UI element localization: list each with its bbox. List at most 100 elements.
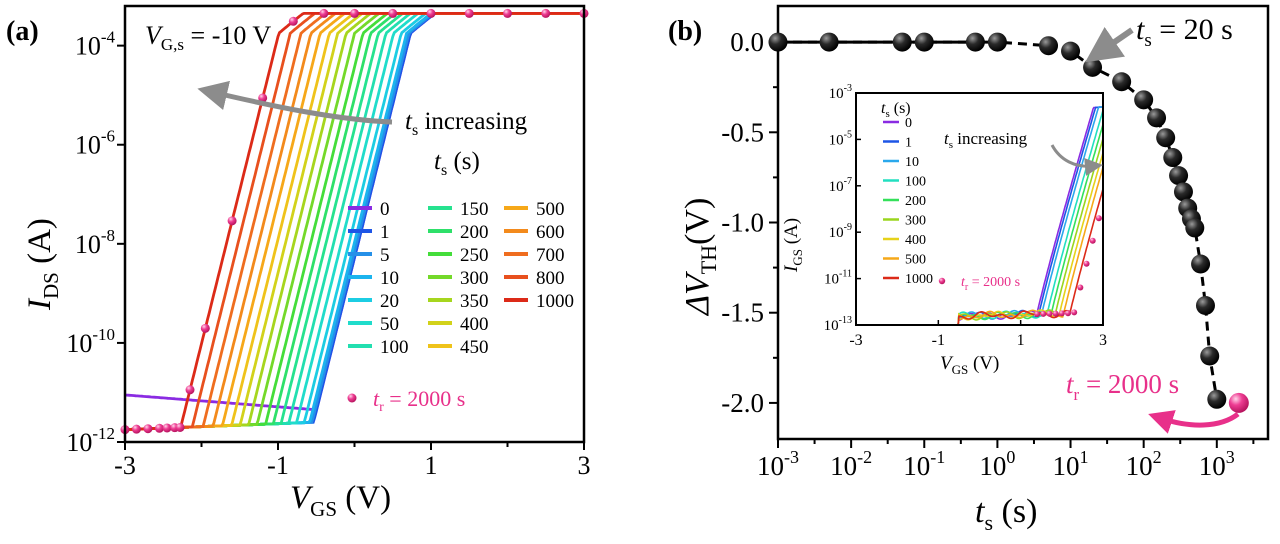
- legend-label-20: 20: [380, 291, 399, 312]
- y-tick-label: -0.5: [721, 117, 764, 147]
- legend-label-250: 250: [460, 245, 489, 266]
- x-tick-label: 3: [578, 451, 591, 480]
- panel-a-y-axis-label: IDS (A): [22, 218, 63, 311]
- inset-curve-400: [939, 152, 1104, 326]
- inset-recovery-point: [1077, 284, 1084, 291]
- inset-recovery-point: [1052, 310, 1059, 317]
- panel-b-recovery-label: tr = 2000 s: [1066, 369, 1179, 404]
- recovery-point: [200, 323, 210, 333]
- y-tick-label: 10-8: [75, 226, 115, 259]
- delta-vth-point: [1200, 346, 1220, 366]
- legend-label-10: 10: [380, 268, 399, 289]
- delta-vth-point: [1134, 90, 1154, 110]
- recovery-point: [185, 385, 195, 395]
- recovery-point: [464, 8, 474, 18]
- legend-label-350: 350: [460, 291, 489, 312]
- y-tick-label: -1.0: [721, 208, 764, 238]
- panel-b-series: [768, 32, 1249, 413]
- x-tick-label: 101: [1053, 447, 1089, 481]
- recovery-point: [1228, 392, 1249, 413]
- inset-annotation: ts increasing: [944, 129, 1028, 151]
- delta-vth-point: [1083, 57, 1103, 77]
- panel-b-label: (b): [668, 16, 702, 47]
- recovery-point: [131, 424, 141, 434]
- inset-curve-500: [944, 166, 1104, 326]
- inset-y-tick-label: 10-13: [824, 315, 852, 334]
- recovery-point: [388, 8, 398, 18]
- recovery-point: [143, 424, 153, 434]
- inset-frame: [855, 92, 1104, 326]
- delta-vth-point: [1169, 166, 1189, 186]
- panel-a: (a) -3 -1 1 3 10-12 10-10 10-8 10-6 10-4 VG,s = …: [6, 4, 591, 521]
- panel-b-x-axis-label: ts (s): [975, 493, 1037, 535]
- recovery-point: [426, 8, 436, 18]
- panel-a-annotation: ts increasing: [405, 108, 528, 139]
- inset-legend-label-100: 100: [905, 175, 926, 190]
- recovery-point: [288, 16, 298, 26]
- y-tick-label: -2.0: [721, 388, 764, 418]
- delta-vth-point: [1195, 295, 1215, 315]
- x-tick-label: 1: [425, 451, 438, 480]
- delta-vth-point: [987, 32, 1007, 52]
- inset-recovery-legend-marker: [938, 277, 946, 285]
- delta-vth-point: [1185, 218, 1205, 238]
- inset-legend: 0 1 10 100 200 300 400 500 1000: [883, 116, 933, 287]
- panel-b-ts-annotation: ts = 20 s: [1136, 13, 1233, 51]
- panel-a-x-axis-label: VGS (V): [290, 480, 391, 521]
- inset-legend-label-300: 300: [905, 214, 926, 229]
- x-tick-label: 10-3: [757, 447, 799, 481]
- delta-vth-point: [965, 32, 985, 52]
- legend-label-150: 150: [460, 199, 489, 220]
- inset-y-axis-label: IGS (A): [781, 218, 805, 273]
- x-tick-label: -3: [114, 451, 136, 480]
- recovery-point: [162, 423, 172, 433]
- panel-b-recovery-arrow: [1148, 410, 1240, 434]
- inset-recovery-point: [1034, 311, 1041, 318]
- legend-label-0: 0: [380, 199, 390, 220]
- inset-increasing-arrow: [1050, 144, 1103, 176]
- legend-label-5: 5: [380, 245, 390, 266]
- panel-b: (b) 10-3 10-2 10-1 100 101 102 1030.0-0.5-1.0-…: [668, 4, 1270, 535]
- panel-a-label: (a): [6, 16, 39, 47]
- x-tick-label: 102: [1126, 447, 1162, 481]
- recovery-point: [227, 216, 237, 226]
- delta-vth-point: [1173, 182, 1193, 202]
- inset-legend-label-1000: 1000: [905, 272, 933, 287]
- panel-a-increasing-arrow: [197, 80, 393, 125]
- y-tick-label: 10-10: [66, 325, 115, 358]
- inset-recovery-point: [1046, 310, 1053, 317]
- inset-legend-label-1: 1: [905, 136, 912, 151]
- legend-label-1: 1: [380, 222, 390, 243]
- legend-label-600: 600: [536, 222, 565, 243]
- panel-a-condition: VG,s = -10 V: [145, 21, 271, 54]
- inset-recovery-point: [1071, 309, 1078, 316]
- y-tick-label: 0.0: [730, 27, 764, 57]
- legend-label-1000: 1000: [536, 291, 574, 312]
- y-tick-label: 10-12: [66, 424, 115, 457]
- inset-ticks: -3 -1 1 3 10-13 10-11 10-9 10-7 10-5 10-3: [824, 83, 1107, 349]
- delta-vth-point: [1039, 36, 1059, 56]
- inset-recovery-legend-label: tr = 2000 s: [961, 275, 1020, 293]
- panel-a-curves: [124, 12, 584, 431]
- delta-vth-point: [1163, 148, 1183, 168]
- inset-recovery-point: [1065, 310, 1072, 317]
- inset-x-tick-label: 3: [1099, 332, 1107, 349]
- delta-vth-point: [1147, 108, 1167, 128]
- inset-recovery-point: [1058, 310, 1065, 317]
- legend-label-100: 100: [380, 337, 409, 358]
- delta-vth-point: [1112, 72, 1132, 92]
- panel-b-ts-arrow: [1085, 26, 1134, 63]
- delta-vth-point: [819, 32, 839, 52]
- x-tick-label: 10-1: [903, 447, 945, 481]
- inset-x-axis-label: VGS (V): [940, 353, 999, 377]
- inset-legend-title: ts (s): [881, 100, 911, 120]
- inset-y-tick-label: 10-9: [829, 222, 852, 241]
- inset-y-tick-label: 10-5: [829, 129, 852, 148]
- delta-vth-point: [1156, 128, 1176, 148]
- x-tick-label: 10-2: [830, 447, 872, 481]
- recovery-point: [503, 8, 512, 18]
- inset-x-tick-label: -3: [849, 332, 862, 349]
- inset-y-tick-label: 10-11: [824, 269, 852, 288]
